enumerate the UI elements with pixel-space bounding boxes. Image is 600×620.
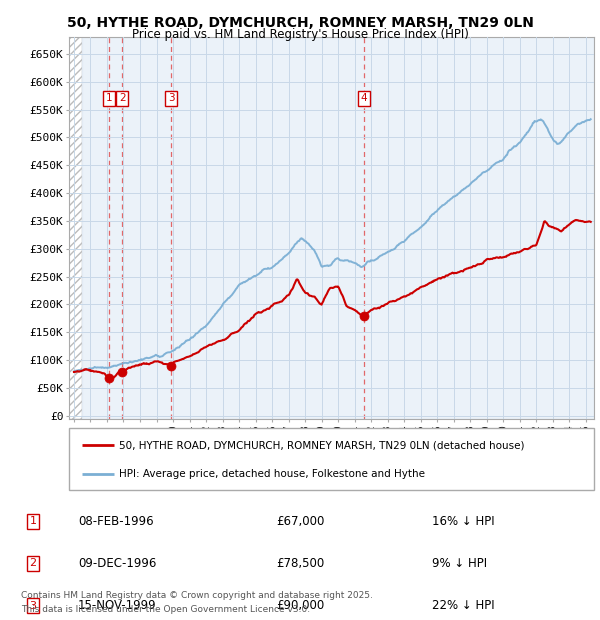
- Text: 09-DEC-1996: 09-DEC-1996: [78, 557, 157, 570]
- Text: 08-FEB-1996: 08-FEB-1996: [78, 515, 154, 528]
- Text: This data is licensed under the Open Government Licence v3.0.: This data is licensed under the Open Gov…: [21, 604, 310, 614]
- Text: HPI: Average price, detached house, Folkestone and Hythe: HPI: Average price, detached house, Folk…: [119, 469, 425, 479]
- Text: 2: 2: [119, 94, 125, 104]
- Text: 3: 3: [168, 94, 175, 104]
- Text: 3: 3: [29, 601, 37, 611]
- Text: 4: 4: [361, 94, 368, 104]
- Text: 1: 1: [29, 516, 37, 526]
- Bar: [69, 37, 82, 418]
- FancyBboxPatch shape: [69, 428, 594, 490]
- Text: £78,500: £78,500: [276, 557, 324, 570]
- Text: £90,000: £90,000: [276, 599, 324, 612]
- Text: Contains HM Land Registry data © Crown copyright and database right 2025.: Contains HM Land Registry data © Crown c…: [21, 591, 373, 600]
- Text: 1: 1: [106, 94, 112, 104]
- Bar: [82, 37, 594, 418]
- Text: 2: 2: [29, 559, 37, 569]
- Text: 22% ↓ HPI: 22% ↓ HPI: [432, 599, 494, 612]
- Text: 50, HYTHE ROAD, DYMCHURCH, ROMNEY MARSH, TN29 0LN (detached house): 50, HYTHE ROAD, DYMCHURCH, ROMNEY MARSH,…: [119, 440, 524, 450]
- Text: £67,000: £67,000: [276, 515, 324, 528]
- Text: 50, HYTHE ROAD, DYMCHURCH, ROMNEY MARSH, TN29 0LN: 50, HYTHE ROAD, DYMCHURCH, ROMNEY MARSH,…: [67, 16, 533, 30]
- Text: Price paid vs. HM Land Registry's House Price Index (HPI): Price paid vs. HM Land Registry's House …: [131, 28, 469, 41]
- Text: 16% ↓ HPI: 16% ↓ HPI: [432, 515, 494, 528]
- Text: 15-NOV-1999: 15-NOV-1999: [78, 599, 157, 612]
- Text: 9% ↓ HPI: 9% ↓ HPI: [432, 557, 487, 570]
